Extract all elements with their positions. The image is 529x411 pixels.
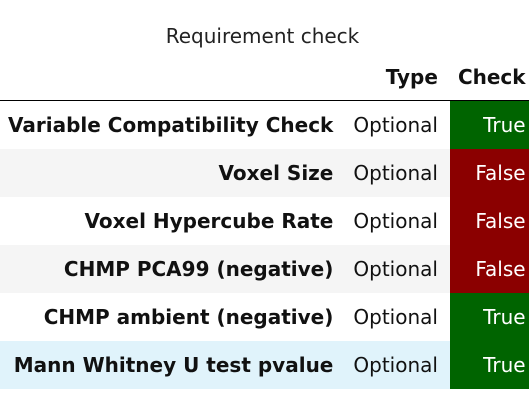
header-name [0,54,346,101]
requirement-name: Mann Whitney U test pvalue [0,341,346,389]
table-row: CHMP ambient (negative) Optional True [0,293,529,341]
requirement-type: Optional [345,149,450,197]
requirement-check: True [449,293,529,341]
requirement-check: False [449,197,529,245]
requirement-name: Voxel Hypercube Rate [0,197,346,245]
requirement-type: Optional [345,197,450,245]
requirement-type: Optional [345,100,450,149]
requirement-type: Optional [345,293,450,341]
requirement-check: False [449,245,529,293]
table-row: Variable Compatibility Check Optional Tr… [0,100,529,149]
requirement-check: True [449,341,529,389]
table-row: CHMP PCA99 (negative) Optional False [0,245,529,293]
requirement-type: Optional [345,245,450,293]
requirement-check: False [449,149,529,197]
requirement-table: Type Check Variable Compatibility Check … [0,54,529,389]
requirement-check: True [449,100,529,149]
requirement-name: Voxel Size [0,149,346,197]
table-caption: Requirement check [165,24,360,48]
requirement-name: CHMP PCA99 (negative) [0,245,346,293]
table-row: Mann Whitney U test pvalue Optional True [0,341,529,389]
requirement-name: Variable Compatibility Check [0,100,346,149]
header-check: Check [449,54,529,101]
requirement-name: CHMP ambient (negative) [0,293,346,341]
header-row: Type Check [0,54,529,101]
table-row: Voxel Hypercube Rate Optional False [0,197,529,245]
table-row: Voxel Size Optional False [0,149,529,197]
requirement-type: Optional [345,341,450,389]
header-type: Type [345,54,450,101]
